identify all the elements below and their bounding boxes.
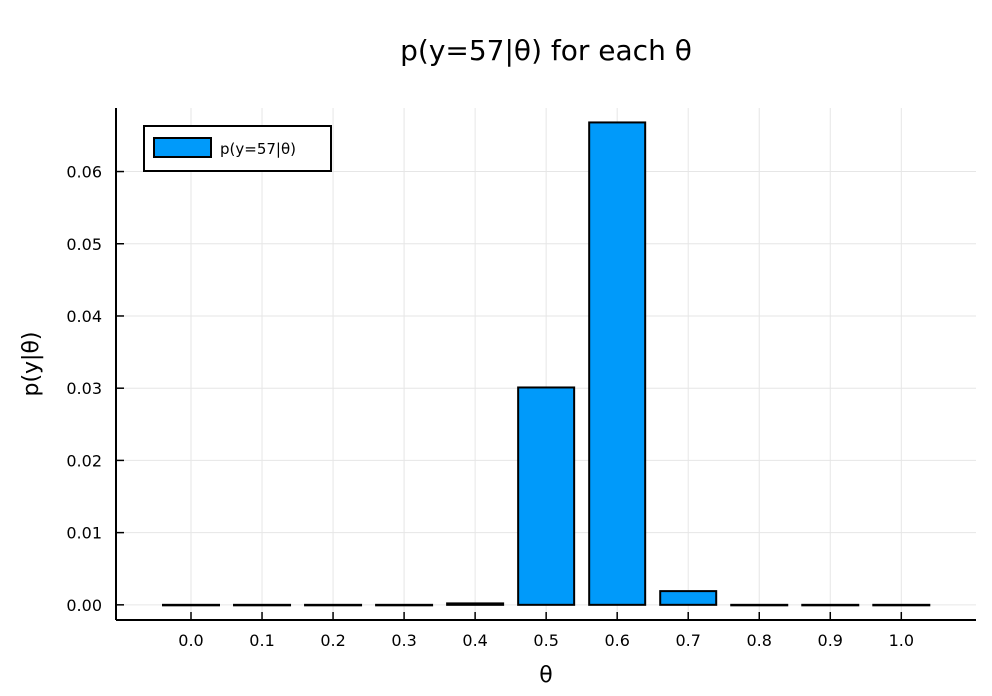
bar-0.2 (304, 603, 363, 607)
x-tick-label: 1.0 (889, 631, 914, 650)
y-axis-label: p(y|θ) (19, 331, 44, 396)
bar-0.7 (659, 590, 718, 606)
y-tick-label: 0.00 (66, 596, 102, 615)
bar-0.0 (162, 603, 220, 607)
y-tick-label: 0.06 (66, 163, 102, 182)
x-tick-label: 0.3 (391, 631, 416, 650)
x-tick-label: 0.4 (462, 631, 487, 650)
y-tick-label: 0.05 (66, 235, 102, 254)
y-tick-label: 0.01 (66, 524, 102, 543)
x-tick-label: 0.1 (249, 631, 274, 650)
x-tick-label: 0.2 (320, 631, 345, 650)
y-tick-label: 0.04 (66, 307, 102, 326)
legend-swatch (153, 137, 212, 158)
chart-title: p(y=57|θ) for each θ (400, 34, 692, 67)
bar-1.0 (872, 603, 931, 607)
x-axis-label: θ (539, 663, 552, 688)
x-tick-label: 0.7 (675, 631, 700, 650)
x-tick-label: 0.5 (533, 631, 558, 650)
axes (115, 108, 976, 621)
legend-label: p(y=57|θ) (220, 140, 296, 158)
bar-0.6 (588, 121, 647, 606)
x-tick-label: 0.0 (178, 631, 203, 650)
bar-0.4 (446, 602, 505, 606)
bar-0.5 (517, 386, 576, 606)
y-tick-label: 0.02 (66, 451, 102, 470)
y-tick-label: 0.03 (66, 379, 102, 398)
x-tick-label: 0.8 (747, 631, 772, 650)
x-tick-label: 0.6 (604, 631, 629, 650)
bar-0.8 (730, 603, 789, 607)
tick-labels: 0.00 0.01 0.02 0.03 0.04 0.05 0.06 0.0 0.1 0.2 0.3… (66, 163, 914, 650)
bars (162, 121, 931, 607)
bar-0.1 (233, 603, 292, 607)
legend: p(y=57|θ) (143, 125, 332, 172)
bar-0.9 (801, 603, 860, 607)
bar-0.3 (375, 603, 434, 607)
x-tick-label: 0.9 (818, 631, 843, 650)
